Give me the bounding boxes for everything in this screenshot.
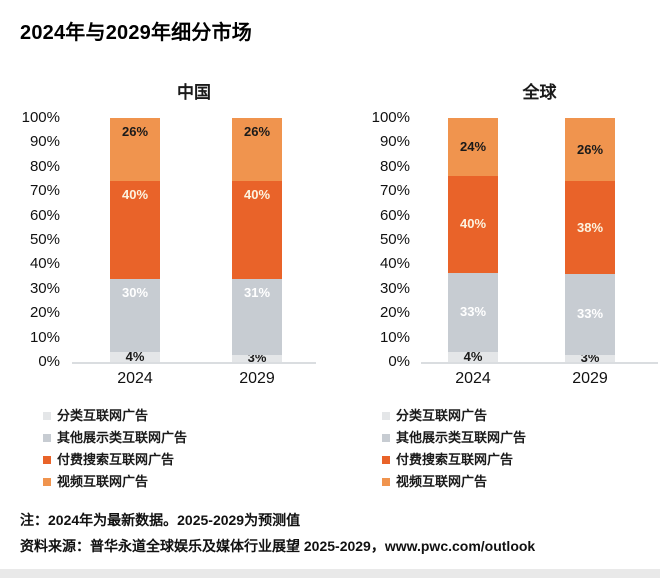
segment-label: 26% [576,141,604,157]
y-tick-label: 50% [29,231,60,248]
bar-segment [565,274,615,355]
bar-segment [232,279,282,355]
bar-segment [448,175,498,273]
y-tick-label: 20% [29,304,60,322]
legend-swatch-icon [43,412,51,420]
bar-segment [448,272,498,353]
y-tick-label: 90% [379,133,410,151]
y-tick-label: 100% [21,109,60,126]
y-tick-label: 40% [29,255,60,273]
x-axis-line [72,362,316,364]
legend-label: 视频互联网广告 [57,474,149,489]
bar-segment [110,279,160,353]
y-tick-label: 30% [379,279,410,297]
x-axis-label: 2029 [572,370,608,387]
bar-segment [110,352,160,362]
legend-item: 其他展示类互联网广告 [43,430,330,446]
legend-swatch-icon [382,434,390,442]
legend-item: 分类互联网广告 [43,408,330,424]
y-tick-label: 60% [29,206,60,224]
chart-china: 中国 100% 90% 80% 70% 60% 50% 40% 30% 20% 10% 0% 4% 30… [0,70,330,520]
x-axis-label: 2024 [117,370,153,387]
legend-label: 其他展示类互联网广告 [57,430,188,445]
segment-label: 26% [121,124,149,139]
bar-segment [232,354,282,362]
y-tick-label: 80% [29,157,60,175]
y-tick-label: 0% [38,353,60,370]
source-text: 资料来源：普华永道全球娱乐及媒体行业展望 2025-2029，www.pwc.c… [20,538,536,554]
legend-swatch-icon [43,434,51,442]
segment-label: 31% [243,285,271,301]
y-tick-label: 70% [29,182,60,200]
y-tick-label: 10% [29,328,60,346]
y-tick-label: 40% [379,255,410,273]
note-text: 注：2024年为最新数据。2025-2029为预测值 [20,512,301,528]
legend-item: 其他展示类互联网广告 [382,430,660,446]
y-tick-label: 20% [379,304,410,322]
y-tick-label: 60% [379,206,410,224]
legend-label: 其他展示类互联网广告 [396,430,527,445]
segment-label: 40% [243,187,271,203]
legend-item: 付费搜索互联网广告 [43,452,330,468]
bar-segment [565,181,615,275]
segment-label: 33% [576,306,604,322]
segment-label: 38% [576,219,604,235]
legend-item: 视频互联网广告 [382,474,660,490]
segment-label: 24% [459,138,487,154]
legend-swatch-icon [43,456,51,464]
legend-item: 付费搜索互联网广告 [382,452,660,468]
legend-label: 付费搜索互联网广告 [57,452,175,467]
segment-label: 40% [121,187,149,203]
x-axis-line [421,362,658,364]
legend-label: 视频互联网广告 [396,474,488,489]
legend-item: 视频互联网广告 [43,474,330,490]
legend-swatch-icon [382,478,390,486]
bar-segment [232,118,282,182]
bar-segment [232,181,282,280]
y-tick-label: 80% [379,157,410,175]
legend-label: 付费搜索互联网广告 [396,452,514,467]
segment-label: 30% [121,285,149,301]
x-axis-label: 2024 [455,370,491,387]
bar-segment [448,118,498,176]
y-tick-label: 50% [379,231,410,248]
page-title: 2024年与2029年细分市场 [20,22,252,44]
y-tick-label: 90% [29,133,60,151]
y-tick-label: 30% [29,279,60,297]
chart-title-china: 中国 [177,83,211,102]
bar-segment [448,352,498,362]
y-tick-label: 70% [379,182,410,200]
legend-swatch-icon [43,478,51,486]
segment-label: 40% [459,216,487,232]
segment-label: 26% [243,124,271,139]
legend-swatch-icon [382,456,390,464]
legend-item: 分类互联网广告 [382,408,660,424]
y-tick-label: 0% [388,353,410,370]
chart-title-global: 全球 [522,83,557,102]
bar-segment [565,118,615,182]
segment-label: 4% [125,349,145,365]
y-tick-label: 10% [379,328,410,346]
bar-segment [110,118,160,182]
bottom-strip [0,569,660,578]
segment-label: 4% [463,349,483,365]
chart-global: 全球 100% 90% 80% 70% 60% 50% 40% 30% 20% 10% 0% 4% 33… [330,70,660,520]
segment-label: 33% [459,304,487,320]
legend-swatch-icon [382,412,390,420]
legend-label: 分类互联网广告 [57,408,149,423]
bar-segment [110,181,160,280]
legend-label: 分类互联网广告 [396,408,488,423]
y-tick-label: 100% [371,109,410,126]
bar-segment [565,354,615,362]
x-axis-label: 2029 [239,370,275,387]
